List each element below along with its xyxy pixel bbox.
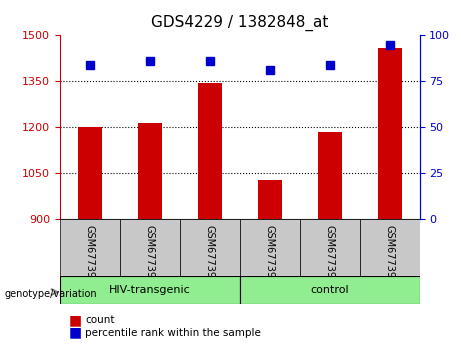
Text: HIV-transgenic: HIV-transgenic <box>109 285 191 295</box>
Bar <box>198 83 222 219</box>
Text: percentile rank within the sample: percentile rank within the sample <box>85 328 261 338</box>
Bar <box>318 132 342 219</box>
Text: genotype/variation: genotype/variation <box>5 289 97 299</box>
Bar <box>258 179 282 219</box>
FancyBboxPatch shape <box>240 219 300 276</box>
FancyBboxPatch shape <box>60 219 120 276</box>
FancyBboxPatch shape <box>300 219 360 276</box>
Text: GSM677393: GSM677393 <box>265 225 275 284</box>
FancyBboxPatch shape <box>120 219 180 276</box>
Text: GSM677394: GSM677394 <box>325 225 335 284</box>
Text: GSM677392: GSM677392 <box>205 225 215 284</box>
Bar <box>138 123 162 219</box>
Bar <box>378 48 402 219</box>
Text: GSM677395: GSM677395 <box>384 225 395 284</box>
Text: count: count <box>85 315 115 325</box>
FancyBboxPatch shape <box>60 276 240 304</box>
Text: GSM677391: GSM677391 <box>145 225 155 284</box>
Text: control: control <box>310 285 349 295</box>
Text: ■: ■ <box>69 326 82 340</box>
Text: ■: ■ <box>69 313 82 327</box>
FancyBboxPatch shape <box>240 276 420 304</box>
FancyBboxPatch shape <box>360 219 420 276</box>
FancyBboxPatch shape <box>180 219 240 276</box>
Title: GDS4229 / 1382848_at: GDS4229 / 1382848_at <box>151 15 328 31</box>
Bar <box>78 127 102 219</box>
Text: GSM677390: GSM677390 <box>85 225 95 284</box>
